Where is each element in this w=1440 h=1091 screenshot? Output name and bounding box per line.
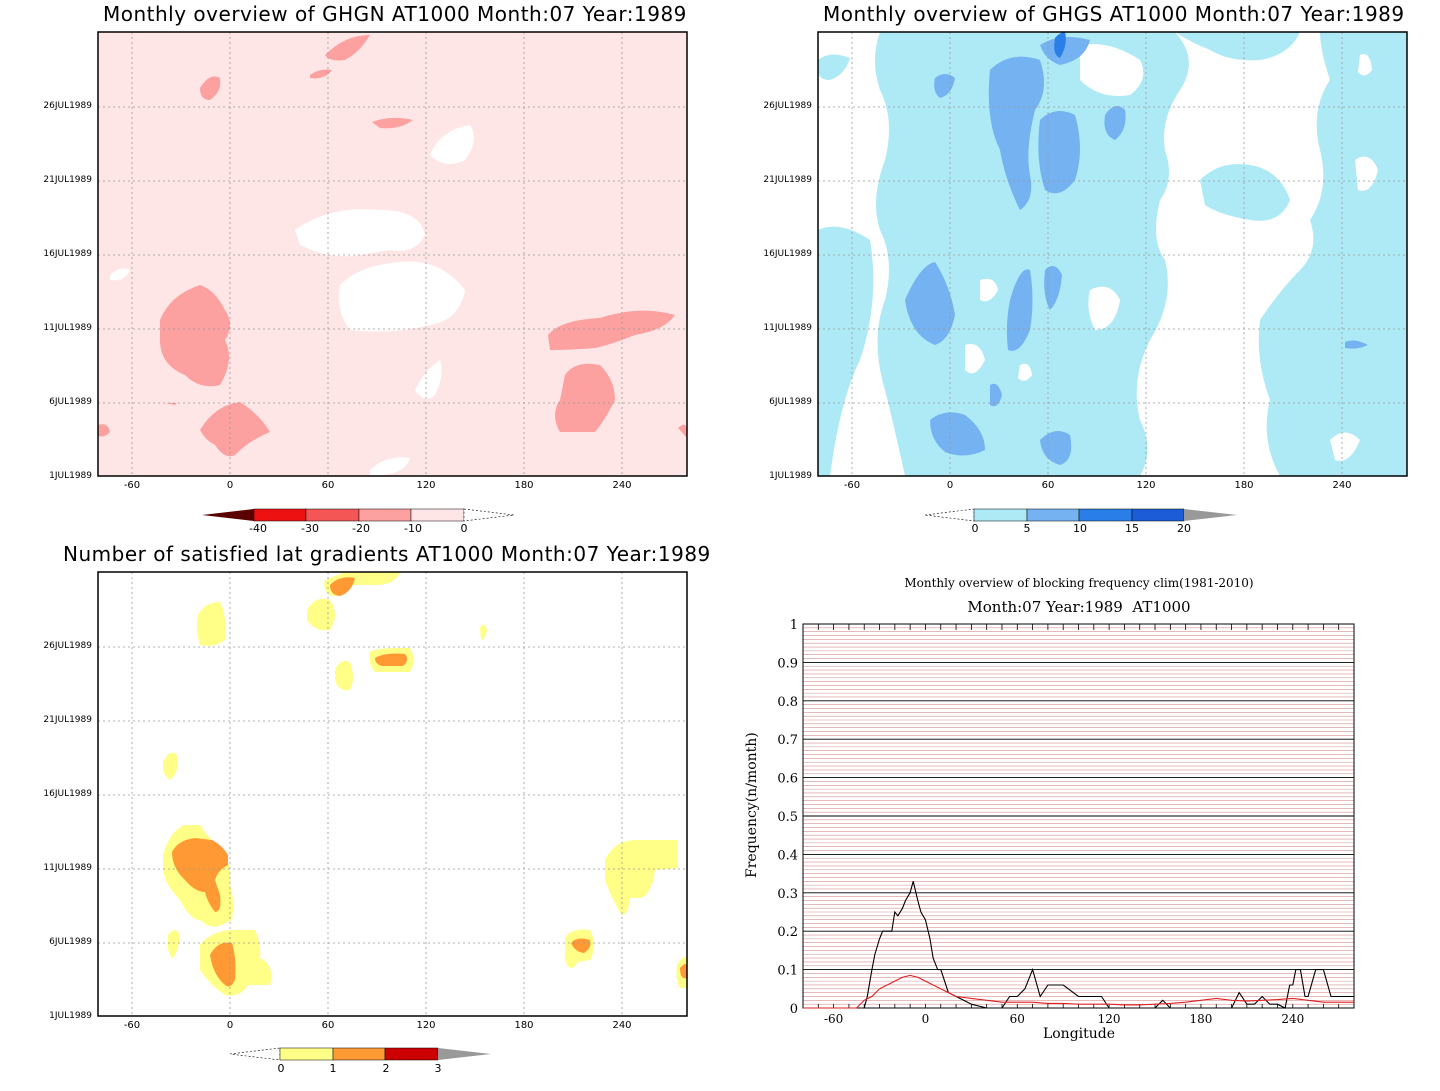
ghgn-xtick: 60 [321,480,335,491]
ghgn-panel: Monthly overview of GHGN AT1000 Month:07… [0,0,720,545]
ghgn-ytick: 16JUL1989 [43,249,92,259]
lat-cb-label: 0 [277,1062,285,1075]
lat-xtick: 0 [226,1020,234,1031]
y-tick-label: 0.5 [777,810,798,825]
x-tick-label: 180 [1189,1012,1212,1026]
lat-xtick: 180 [514,1020,534,1031]
ghgs-cb-label: 0 [971,522,979,535]
ghgn-xtick: 0 [226,480,234,491]
lat-ytick: 16JUL1989 [43,789,92,799]
y-tick-label: 0.8 [777,695,798,710]
x-tick-label: 120 [1098,1012,1121,1026]
lat-title: Number of satisfied lat gradients AT1000… [63,542,711,566]
freq-subtitle: Month:07 Year:1989 AT1000 [967,598,1191,616]
ghgs-plot [817,31,1408,522]
ghgn-xtick: 240 [612,480,632,491]
freq-plot: 0 0.1 0.2 0.3 0.4 0.5 0.6 0.7 0.8 0.9 1 -60 0 60 120 18… [777,618,1355,1026]
ghgs-ytick: 21JUL1989 [763,175,812,185]
ghgs-xtick: 120 [1136,480,1156,491]
ghgs-title: Monthly overview of GHGS AT1000 Month:07… [823,2,1405,26]
lat-ytick: 11JUL1989 [43,863,92,873]
x-tick-label: 0 [922,1012,930,1026]
ghgn-ytick: 21JUL1989 [43,175,92,185]
ghgn-cb-label: -30 [301,522,319,535]
ghgs-cb-label: 10 [1073,522,1087,535]
x-tick-label: 240 [1281,1012,1304,1026]
ghgn-xtick: 180 [514,480,534,491]
ghgn-xtick: -60 [123,480,141,491]
ghgn-title: Monthly overview of GHGN AT1000 Month:07… [103,2,687,26]
lat-cb-label: 2 [382,1062,390,1075]
ghgs-colorbar [924,508,1237,522]
ghgs-ytick: 1JUL1989 [769,471,812,481]
ghgn-field [98,32,687,476]
lat-xtick: -60 [123,1020,141,1031]
lat-frame [97,571,688,1017]
freq-frame [802,623,1355,1009]
ghgn-colorbar [202,508,515,522]
ghgn-ytick: 26JUL1989 [43,101,92,111]
y-tick-label: 0.2 [777,925,798,940]
y-tick-label: 0.1 [777,964,798,979]
ghgs-xtick: 60 [1041,480,1055,491]
lat-colorbar [229,1047,491,1061]
freq-panel: Monthly overview of blocking frequency c… [720,560,1440,1091]
y-tick-label: 0 [790,1002,798,1017]
ghgn-plot [97,31,688,522]
ghgn-cb-label: -40 [249,522,267,535]
freq-xlabel: Longitude [1042,1026,1116,1042]
y-tick-label: 0.7 [777,733,798,748]
lat-cb-label: 3 [434,1062,442,1075]
ghgn-gridlines [98,32,687,476]
y-tick-label: 1 [790,618,798,633]
x-tick-label: 60 [1010,1012,1025,1026]
lat-xtick: 120 [416,1020,436,1031]
ghgs-ytick: 6JUL1989 [769,397,812,407]
lat-ytick: 6JUL1989 [49,937,92,947]
y-tick-label: 0.4 [777,848,798,863]
lat-xtick: 240 [612,1020,632,1031]
series-line-red [803,974,1354,1009]
freq-title: Monthly overview of blocking frequency c… [904,576,1254,590]
y-tick-label: 0.9 [777,656,798,671]
lat-gridlines [98,572,687,1016]
ghgn-cb-label: 0 [460,522,468,535]
ghgn-ytick: 11JUL1989 [43,323,92,333]
series-line-black [803,881,1354,1009]
ghgs-xtick: -60 [843,480,861,491]
ghgn-ytick: 1JUL1989 [49,471,92,481]
ghgs-cb-label: 15 [1125,522,1139,535]
lat-cb-label: 1 [329,1062,337,1075]
ghgs-xtick: 180 [1234,480,1254,491]
ghgn-cb-label: -10 [404,522,422,535]
lat-panel: Number of satisfied lat gradients AT1000… [0,540,720,1091]
lat-ytick: 21JUL1989 [43,715,92,725]
ghgs-cb-label: 5 [1023,522,1031,535]
ghgn-cb-label: -20 [352,522,370,535]
ghgs-ytick: 11JUL1989 [763,323,812,333]
ghgs-gridlines [818,32,1407,476]
ghgn-ytick: 6JUL1989 [49,397,92,407]
ghgs-ytick: 26JUL1989 [763,101,812,111]
y-tick-label: 0.6 [777,772,798,787]
ghgn-xtick: 120 [416,480,436,491]
ghgs-panel: Monthly overview of GHGS AT1000 Month:07… [0,0,1440,545]
x-tick-label: -60 [824,1012,843,1026]
lat-ytick: 26JUL1989 [43,641,92,651]
ghgs-xtick: 240 [1332,480,1352,491]
lat-ytick: 1JUL1989 [49,1011,92,1021]
ghgs-field [818,32,1407,476]
ghgn-frame [97,31,688,477]
ghgs-ytick: 16JUL1989 [763,249,812,259]
ghgs-xtick: 0 [946,480,954,491]
lat-plot [97,571,688,1061]
ghgs-frame [817,31,1408,477]
lat-xtick: 60 [321,1020,335,1031]
ghgs-cb-label: 20 [1177,522,1191,535]
y-tick-label: 0.3 [777,887,798,902]
lat-field [98,572,687,1016]
